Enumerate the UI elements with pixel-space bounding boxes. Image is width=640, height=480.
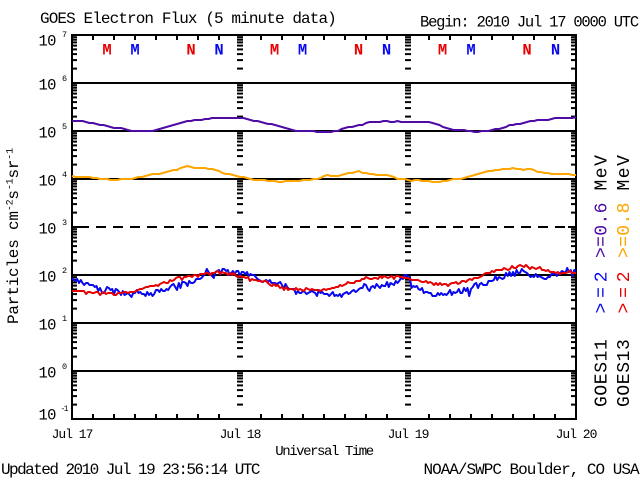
svg-text:Particles cm-2s-1sr-1: Particles cm-2s-1sr-1 (5, 148, 23, 324)
svg-text:10: 10 (39, 365, 57, 383)
svg-text:4: 4 (62, 170, 67, 180)
svg-text:Jul 19: Jul 19 (388, 427, 429, 442)
svg-text:M: M (438, 42, 447, 60)
svg-text:N: N (186, 42, 195, 60)
svg-text:>=0.6: >=0.6 (593, 202, 613, 258)
svg-text:10: 10 (39, 125, 57, 143)
svg-text:10: 10 (39, 317, 57, 335)
svg-text:10: 10 (39, 33, 57, 51)
svg-text:M: M (298, 42, 307, 60)
svg-text:MeV: MeV (593, 154, 613, 191)
svg-text:NOAA/SWPC Boulder, CO USA: NOAA/SWPC Boulder, CO USA (424, 461, 640, 479)
svg-text:GOES Electron Flux (5 minute d: GOES Electron Flux (5 minute data) (40, 10, 336, 28)
svg-text:3: 3 (62, 218, 67, 228)
svg-text:Universal Time: Universal Time (275, 444, 373, 460)
svg-text:M: M (130, 42, 139, 60)
svg-text:10: 10 (39, 173, 57, 191)
svg-text:>=0.8: >=0.8 (615, 202, 635, 258)
svg-text:1: 1 (62, 314, 67, 324)
svg-text:N: N (214, 42, 223, 60)
svg-text:GOES11: GOES11 (593, 339, 613, 407)
svg-text:10: 10 (39, 77, 57, 95)
svg-text:2: 2 (62, 266, 67, 276)
svg-text:-1: -1 (61, 405, 69, 414)
svg-text:7: 7 (62, 30, 67, 40)
svg-text:N: N (354, 42, 363, 60)
svg-text:0: 0 (62, 362, 67, 372)
svg-text:N: N (522, 42, 531, 60)
svg-text:Jul 20: Jul 20 (556, 427, 597, 442)
svg-text:M: M (466, 42, 475, 60)
svg-text:M: M (270, 42, 279, 60)
svg-text:5: 5 (62, 122, 67, 132)
svg-text:Jul 17: Jul 17 (52, 427, 93, 442)
svg-text:Begin: 2010 Jul 17 0000 UTC: Begin: 2010 Jul 17 0000 UTC (420, 14, 639, 32)
svg-text:Updated 2010 Jul 19 23:56:14 U: Updated 2010 Jul 19 23:56:14 UTC (1, 461, 260, 479)
svg-text:Jul 18: Jul 18 (220, 427, 261, 442)
svg-text:GOES13: GOES13 (615, 339, 635, 407)
svg-text:>=2: >=2 (615, 267, 635, 314)
svg-text:N: N (551, 42, 560, 60)
svg-text:N: N (382, 42, 391, 60)
svg-text:6: 6 (62, 74, 67, 84)
svg-text:10: 10 (39, 221, 57, 239)
svg-text:10: 10 (39, 407, 57, 425)
svg-text:>=2: >=2 (593, 267, 613, 314)
svg-text:10: 10 (39, 269, 57, 287)
svg-text:M: M (102, 42, 111, 60)
svg-text:MeV: MeV (615, 154, 635, 191)
